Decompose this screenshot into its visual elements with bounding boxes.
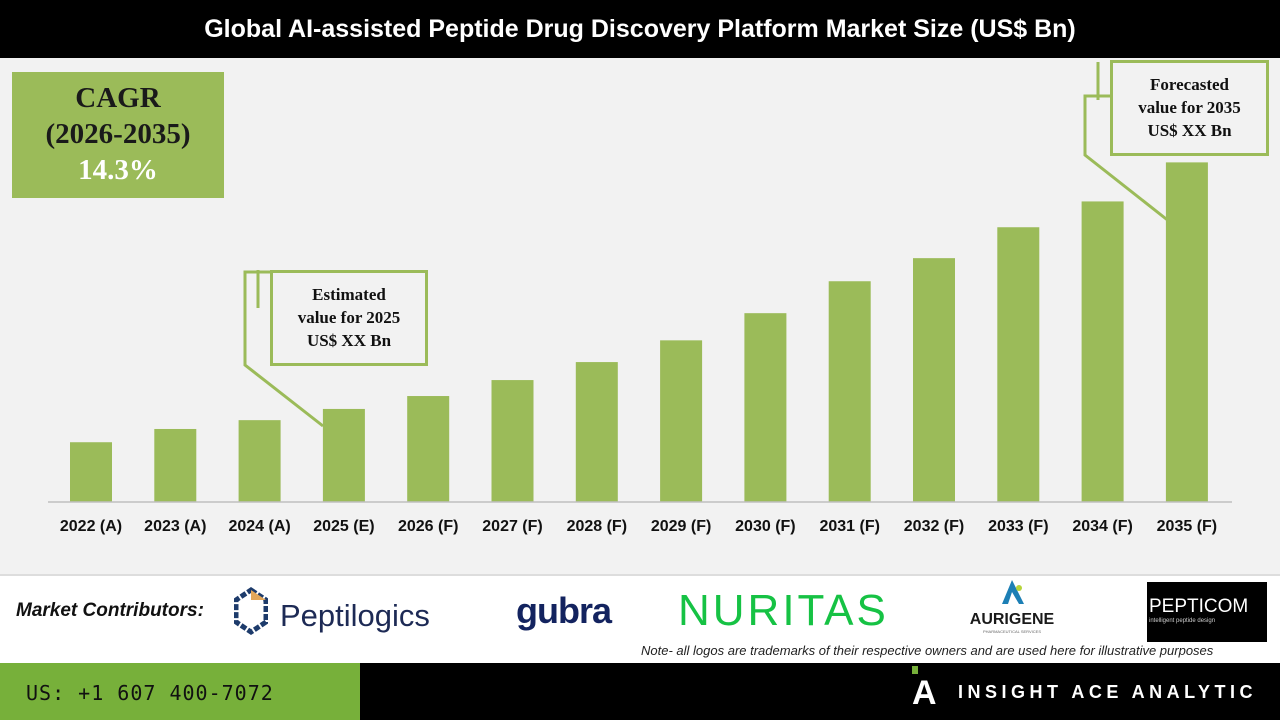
footer-bar <box>360 663 1280 720</box>
aurigene-sub: PHARMACEUTICAL SERVICES <box>982 629 1041 634</box>
logo-nuritas: NURITAS <box>678 586 889 635</box>
x-tick-label: 2035 (F) <box>1157 518 1217 535</box>
x-tick-label: 2022 (A) <box>60 518 122 535</box>
logo-pepticom: PEPTICOM intelligent peptide design <box>1147 582 1267 642</box>
bar-10 <box>913 258 955 502</box>
bar-11 <box>997 227 1040 502</box>
bar-5 <box>491 380 534 502</box>
phone-number: US: +1 607 400-7072 <box>0 663 360 720</box>
bar-8 <box>744 313 787 502</box>
cagr-value: 14.3% <box>78 154 158 186</box>
callout-line: value for 2035 <box>1138 98 1241 117</box>
chart-title: Global AI-assisted Peptide Drug Discover… <box>0 0 1280 58</box>
brand-logo-icon: A <box>912 674 937 712</box>
cagr-period: (2026-2035) <box>45 118 191 150</box>
x-tick-label: 2033 (F) <box>988 518 1048 535</box>
aurigene-mark-icon <box>1002 580 1024 604</box>
bar-1 <box>154 428 197 502</box>
peptilogics-hex-icon <box>233 582 269 638</box>
bar-chart: 2022 (A) 2023 (A) 2024 (A) 2025 (E) 2026 (F)… <box>48 62 1232 535</box>
logo-peptilogics: Peptilogics <box>280 598 430 633</box>
x-tick-label: 2026 (F) <box>398 518 458 535</box>
callout-line: US$ XX Bn <box>1147 121 1232 140</box>
bar-3 <box>322 408 365 502</box>
bar-7 <box>660 340 703 502</box>
bar-13 <box>1165 162 1208 502</box>
callout-connectors <box>243 62 1171 428</box>
bar-6 <box>575 362 618 502</box>
contributors-label: Market Contributors: <box>16 600 204 621</box>
logo-gubra: gubra <box>516 590 612 631</box>
callout-line: US$ XX Bn <box>306 331 392 350</box>
pepticom-sub: intelligent peptide design <box>1149 618 1216 624</box>
brand-name: INSIGHT ACE ANALYTIC <box>958 682 1258 702</box>
x-tick-label: 2031 (F) <box>819 518 879 535</box>
x-tick-label: 2024 (A) <box>228 518 290 535</box>
x-tick-label: 2023 (A) <box>144 518 206 535</box>
aurigene-text: AURIGENE <box>969 611 1055 628</box>
x-tick-label: 2034 (F) <box>1072 518 1132 535</box>
logo-aurigene: AURIGENE PHARMACEUTICAL SERVICES <box>960 578 1064 644</box>
trademark-note: Note- all logos are trademarks of their … <box>641 643 1214 658</box>
cagr-box: CAGR (2026-2035) 14.3% <box>12 72 224 198</box>
plot-area: 2022 (A) 2023 (A) 2024 (A) 2025 (E) 2026 (F)… <box>0 58 1280 576</box>
x-tick-label: 2030 (F) <box>735 518 795 535</box>
brand-logo-accent <box>912 666 918 674</box>
x-tick-label: 2029 (F) <box>651 518 711 535</box>
bar-12 <box>1081 201 1124 502</box>
x-tick-label: 2028 (F) <box>567 518 627 535</box>
x-tick-label: 2027 (F) <box>482 518 542 535</box>
bar-2 <box>238 420 281 502</box>
bar-0 <box>70 442 112 502</box>
x-tick-label: 2032 (F) <box>904 518 964 535</box>
x-tick-label: 2025 (E) <box>313 518 374 535</box>
callout-line: value for 2025 <box>297 308 401 327</box>
callout-line: Forecasted <box>1150 75 1229 94</box>
callout-2025: Estimated value for 2025 US$ XX Bn <box>270 270 428 366</box>
bar-4 <box>407 396 450 502</box>
cagr-label: CAGR <box>75 82 161 114</box>
bar-9 <box>828 281 871 502</box>
callout-line: Estimated <box>312 285 386 304</box>
callout-2035: Forecasted value for 2035 US$ XX Bn <box>1110 60 1269 156</box>
pepticom-text: PEPTICOM <box>1149 596 1249 617</box>
